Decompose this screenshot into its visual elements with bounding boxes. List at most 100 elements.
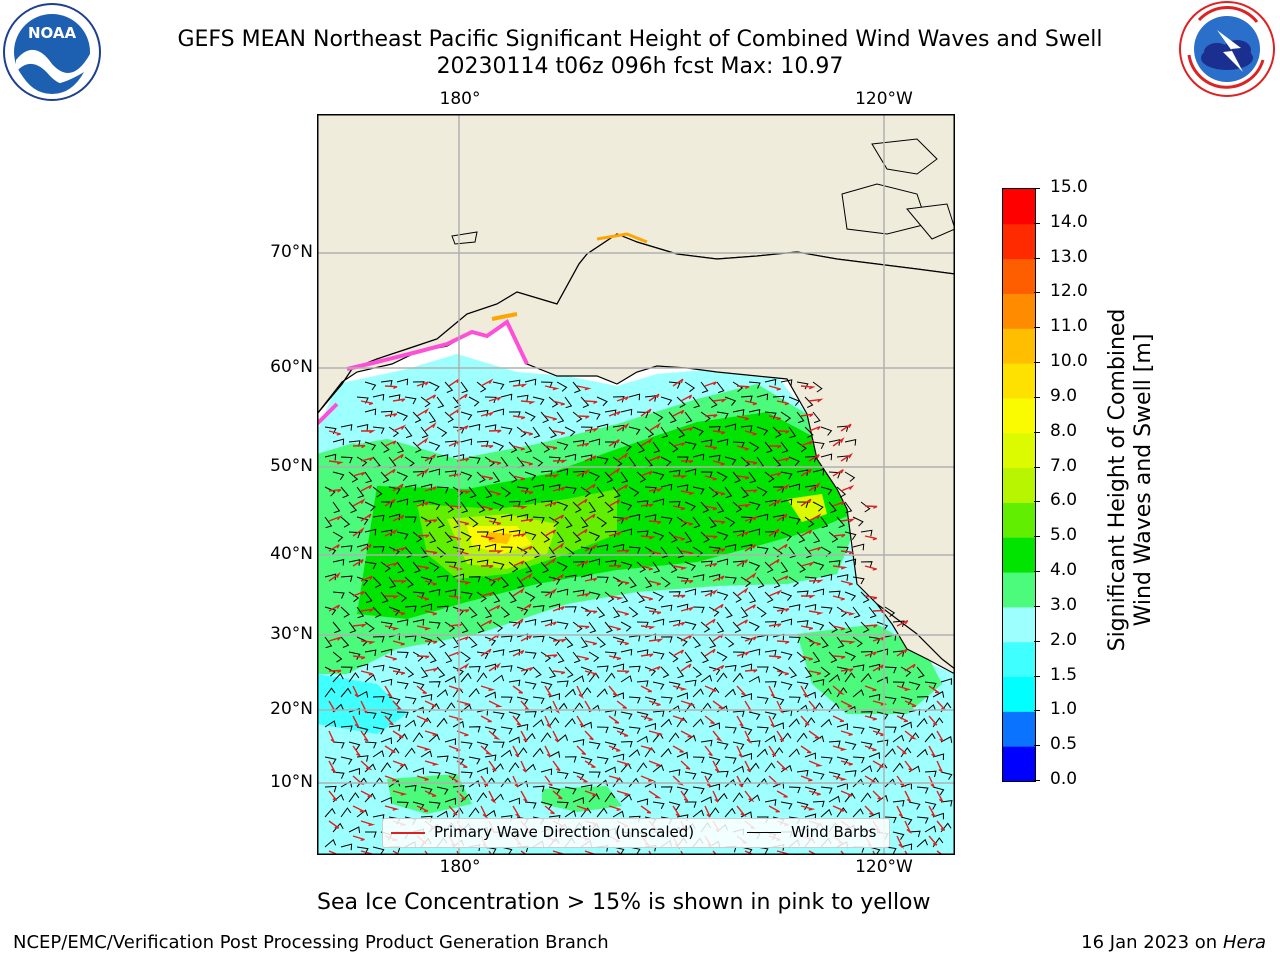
wind-barb xyxy=(692,453,705,461)
wind-barb xyxy=(412,651,424,662)
wind-barb xyxy=(724,423,737,431)
wave-arrow xyxy=(800,413,814,418)
wind-barb xyxy=(804,426,814,438)
wind-barb xyxy=(460,621,469,634)
wind-barb xyxy=(364,674,377,683)
wind-barb xyxy=(540,531,551,543)
wind-barb xyxy=(436,396,445,409)
wind-barb xyxy=(324,756,337,765)
wind-barb xyxy=(748,441,760,452)
wind-barb xyxy=(620,471,629,484)
wind-barb xyxy=(804,516,815,528)
wave-arrow xyxy=(352,715,361,729)
wind-barb xyxy=(612,777,624,788)
wave-arrow xyxy=(544,775,553,787)
wave-arrow xyxy=(896,835,904,849)
wind-barb xyxy=(580,454,593,461)
wind-barb xyxy=(532,696,545,705)
wind-barb xyxy=(820,516,829,529)
wind-barb xyxy=(492,381,505,390)
wind-barb xyxy=(580,546,593,555)
wind-barb xyxy=(548,516,560,527)
wave-arrow xyxy=(904,790,912,803)
wind-barb xyxy=(556,411,565,424)
wind-barb xyxy=(708,454,721,462)
wind-barb xyxy=(676,426,686,438)
wind-barb xyxy=(540,441,551,453)
wave-arrow xyxy=(544,805,555,815)
wave-arrow xyxy=(712,760,720,773)
wind-barb xyxy=(620,501,633,511)
wave-arrow xyxy=(456,520,469,526)
wind-barb xyxy=(700,381,709,394)
wave-arrow xyxy=(488,700,503,708)
wind-barb xyxy=(932,753,945,761)
wave-arrow xyxy=(520,760,527,773)
wind-barb xyxy=(652,498,665,506)
wave-arrow xyxy=(736,503,752,508)
wind-barb xyxy=(556,680,569,688)
wind-barb xyxy=(740,752,753,760)
wave-arrow xyxy=(488,662,501,672)
wind-barb xyxy=(508,648,521,656)
lat-label-50n: 50°N xyxy=(270,456,313,476)
wave-arrow xyxy=(608,745,621,752)
wave-arrow xyxy=(424,640,438,645)
colorbar-tick-mark xyxy=(1034,780,1040,781)
wave-arrow xyxy=(800,468,812,477)
wind-barb xyxy=(828,702,840,713)
wave-arrow xyxy=(328,515,343,522)
noaa-logo: NOAA xyxy=(2,2,102,102)
wind-barb xyxy=(564,717,576,728)
wave-arrow xyxy=(832,501,845,507)
wind-barb xyxy=(748,381,761,389)
wind-barb xyxy=(644,576,653,589)
wind-barb xyxy=(548,426,557,439)
wave-arrow xyxy=(648,638,664,643)
wind-barb xyxy=(380,591,389,604)
wave-arrow xyxy=(840,760,853,766)
wind-barb xyxy=(916,816,929,824)
wave-arrow xyxy=(776,400,789,406)
wind-barb xyxy=(708,666,721,676)
wind-barb xyxy=(780,801,793,810)
wind-barb xyxy=(580,721,593,729)
wave-arrow xyxy=(928,715,938,726)
colorbar-segment xyxy=(1003,293,1035,329)
wind-barb xyxy=(844,741,857,750)
wind-barb xyxy=(684,441,697,450)
wind-barb xyxy=(692,516,701,529)
wind-barb xyxy=(764,711,777,720)
wave-arrow xyxy=(552,730,560,743)
wind-barb xyxy=(740,663,753,671)
wind-barb xyxy=(724,688,736,698)
colorbar-tick-label: 3.0 xyxy=(1050,594,1078,615)
wave-arrow xyxy=(416,437,429,447)
wave-arrow xyxy=(480,619,493,627)
wind-barb xyxy=(804,576,817,584)
wind-barb xyxy=(444,676,457,683)
wind-barb xyxy=(340,636,350,648)
lat-label-20n: 20°N xyxy=(270,699,313,719)
wind-barb xyxy=(604,766,617,774)
wind-barb xyxy=(412,441,422,453)
wind-barb xyxy=(796,469,809,476)
wind-barb xyxy=(660,696,673,704)
wind-barb xyxy=(764,799,777,806)
wind-barb xyxy=(700,674,713,683)
wind-barb xyxy=(852,726,865,735)
wind-legend-label: Wind Barbs xyxy=(791,823,877,841)
wave-arrow xyxy=(808,454,820,462)
wind-barb xyxy=(732,381,744,392)
colorbar-tick-label: 9.0 xyxy=(1050,385,1078,406)
wind-barb xyxy=(596,486,605,499)
wave-arrow xyxy=(768,623,782,628)
wind-barb xyxy=(556,501,569,511)
colorbar-segment xyxy=(1003,258,1035,294)
wind-barb xyxy=(628,426,641,435)
wind-barb xyxy=(436,636,446,648)
wave-arrow xyxy=(768,472,782,477)
wind-barb xyxy=(788,483,801,491)
wind-barb xyxy=(444,531,454,544)
wave-arrow xyxy=(640,625,656,630)
